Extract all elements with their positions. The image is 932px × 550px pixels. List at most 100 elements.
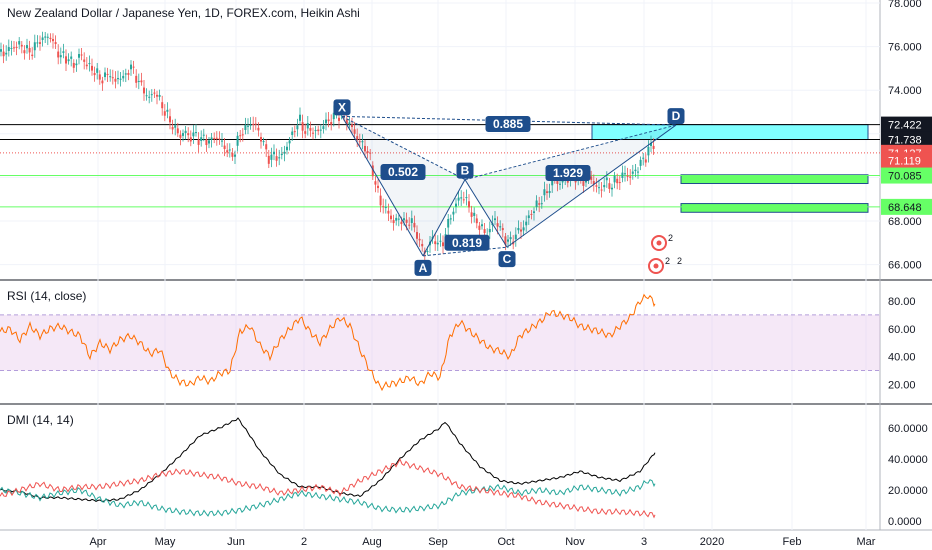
candle-body xyxy=(293,131,296,133)
candle-body xyxy=(275,156,278,161)
candle-body xyxy=(124,73,127,75)
candle-body xyxy=(166,109,169,112)
candle-body xyxy=(65,56,67,64)
time-axis[interactable]: Apr May Jun 2 Aug Sep Oct Nov 3 2020 Feb Mar xyxy=(89,536,875,548)
candle-body xyxy=(148,96,151,98)
price-tick: 74.000 xyxy=(888,85,922,97)
candle-body xyxy=(364,145,366,152)
candle-body xyxy=(249,124,252,126)
horizontal-levels xyxy=(0,124,880,208)
pattern-bcd-fill xyxy=(465,125,676,248)
event-badges[interactable]: 22 2 xyxy=(648,233,682,274)
candle-body xyxy=(88,63,91,65)
candle-body xyxy=(530,213,533,215)
candle-body xyxy=(78,54,80,58)
candle-body xyxy=(189,137,192,142)
candle-body xyxy=(501,228,504,231)
candle-body xyxy=(106,73,109,75)
candle-body xyxy=(44,36,47,38)
rsi-tick: 80.00 xyxy=(888,296,916,308)
candle-body xyxy=(377,185,379,189)
candle-body xyxy=(244,125,247,130)
candle-body xyxy=(470,212,473,217)
pattern-ratio-label-bg xyxy=(485,115,531,132)
candle-body xyxy=(507,239,509,242)
dmi-tick: 60.0000 xyxy=(888,423,928,435)
candle-body xyxy=(371,165,374,177)
candle-body xyxy=(33,42,36,51)
price-tick: 76.000 xyxy=(888,42,922,54)
candle-body xyxy=(652,145,655,149)
candle-body xyxy=(499,226,502,228)
candle-body xyxy=(592,181,595,185)
candle-body xyxy=(153,92,156,94)
candle-body xyxy=(41,37,44,40)
candle-body xyxy=(379,195,382,206)
candle-body xyxy=(314,130,317,132)
pattern-point-d: D xyxy=(667,108,685,125)
pattern-ratio-label-text: 0.819 xyxy=(452,236,482,250)
pattern-ratio-label: 0.885 xyxy=(485,115,531,132)
green-zone xyxy=(680,174,869,185)
candle-body xyxy=(208,140,210,144)
candle-body xyxy=(137,80,140,82)
time-tick: Nov xyxy=(565,536,585,548)
candle-body xyxy=(481,224,483,227)
candle-body xyxy=(10,47,13,49)
time-tick: 2020 xyxy=(700,536,724,548)
candle-body xyxy=(184,130,187,134)
price-tag-label: 71.738 xyxy=(888,135,922,147)
candle-body xyxy=(621,172,624,178)
rsi-tick: 60.00 xyxy=(888,324,916,336)
dmi-tick: 40.0000 xyxy=(888,454,928,466)
pattern-point-b-bg xyxy=(456,162,474,179)
rsi-panel xyxy=(0,293,880,392)
price-axis[interactable]: 78.00076.00074.00072.00070.00068.00066.0… xyxy=(881,0,932,528)
candle-body xyxy=(202,134,205,136)
candle-body xyxy=(291,131,294,135)
candle-body xyxy=(535,200,538,207)
candle-body xyxy=(543,189,546,196)
dmi-tick: 0.0000 xyxy=(888,516,922,528)
candle-body xyxy=(345,119,348,125)
candle-body xyxy=(496,223,499,227)
candle-body xyxy=(31,54,34,57)
pattern-ratio-label-bg xyxy=(380,163,426,180)
candle-body xyxy=(182,133,184,136)
xabcd-pattern[interactable]: X A B C D 0.502 0.819 1.929 0.885 xyxy=(333,99,685,276)
dmi-adx-line xyxy=(0,417,656,502)
candle-body xyxy=(629,176,632,178)
candle-body xyxy=(132,66,135,68)
candle-body xyxy=(366,151,369,154)
candle-body xyxy=(195,132,197,134)
time-tick: 2 xyxy=(301,536,307,548)
candle-body xyxy=(179,134,182,138)
pattern-leg xyxy=(422,179,466,257)
dmi-minusdi-line xyxy=(0,458,656,519)
candle-body xyxy=(187,133,190,136)
candle-body xyxy=(145,95,148,97)
candle-body xyxy=(197,139,200,145)
candle-body xyxy=(267,155,270,164)
pattern-ratio-label-bg xyxy=(444,234,490,251)
candle-body xyxy=(218,138,221,140)
candle-body xyxy=(98,74,101,80)
pattern-leg xyxy=(464,179,508,248)
candle-body xyxy=(163,111,166,116)
candle-body xyxy=(176,128,179,134)
candle-body xyxy=(192,132,195,137)
candle-body xyxy=(150,94,153,96)
pattern-point-d-text: D xyxy=(672,109,681,123)
event-badge-dot xyxy=(656,240,662,246)
candle-body xyxy=(200,137,203,141)
candle-body xyxy=(135,75,138,83)
heikin-ashi-candles xyxy=(0,31,655,261)
candle-body xyxy=(634,169,637,172)
chart-title: New Zealand Dollar / Japanese Yen, 1D, F… xyxy=(7,6,360,20)
candle-body xyxy=(111,77,114,79)
pattern-point-c-text: C xyxy=(503,252,512,266)
candle-body xyxy=(67,59,70,62)
candle-body xyxy=(478,225,481,230)
candle-body xyxy=(273,151,275,155)
candle-body xyxy=(39,42,41,44)
